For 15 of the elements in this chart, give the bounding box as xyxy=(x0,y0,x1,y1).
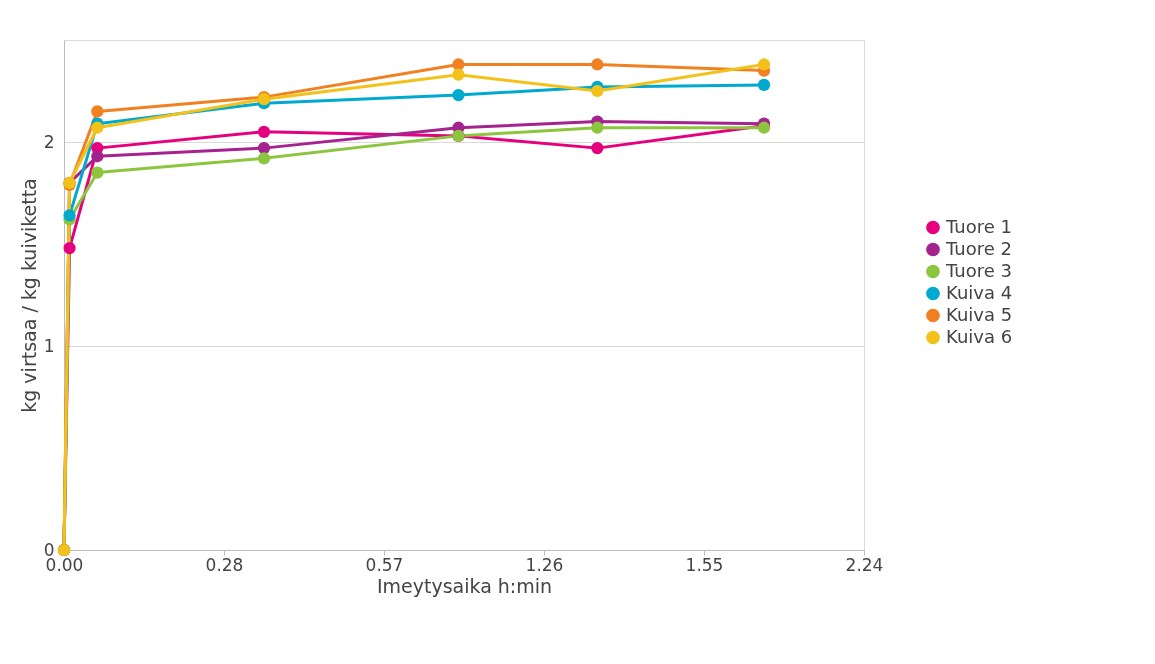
x-tick-label: 0.28 xyxy=(205,554,244,575)
legend-label: Tuore 3 xyxy=(945,259,1012,281)
legend-label: Tuore 1 xyxy=(945,215,1012,237)
legend-label: Tuore 2 xyxy=(945,237,1012,259)
x-axis-title: Imeytysaika h:min xyxy=(376,574,553,597)
x-tick-label: 2.24 xyxy=(845,554,884,575)
legend-label: Kuiva 5 xyxy=(946,303,1013,325)
y-tick-label: 1 xyxy=(43,335,55,356)
y-axis-title: kg virtsaa / kg kuiviketta xyxy=(17,178,40,413)
x-tick-label: 1.26 xyxy=(525,554,564,575)
legend-label: Kuiva 6 xyxy=(946,325,1013,347)
legend-label: Kuiva 4 xyxy=(946,281,1013,303)
y-tick-label: 2 xyxy=(43,131,55,152)
x-tick-label: 0.57 xyxy=(365,554,404,575)
x-tick-label: 1.55 xyxy=(685,554,724,575)
